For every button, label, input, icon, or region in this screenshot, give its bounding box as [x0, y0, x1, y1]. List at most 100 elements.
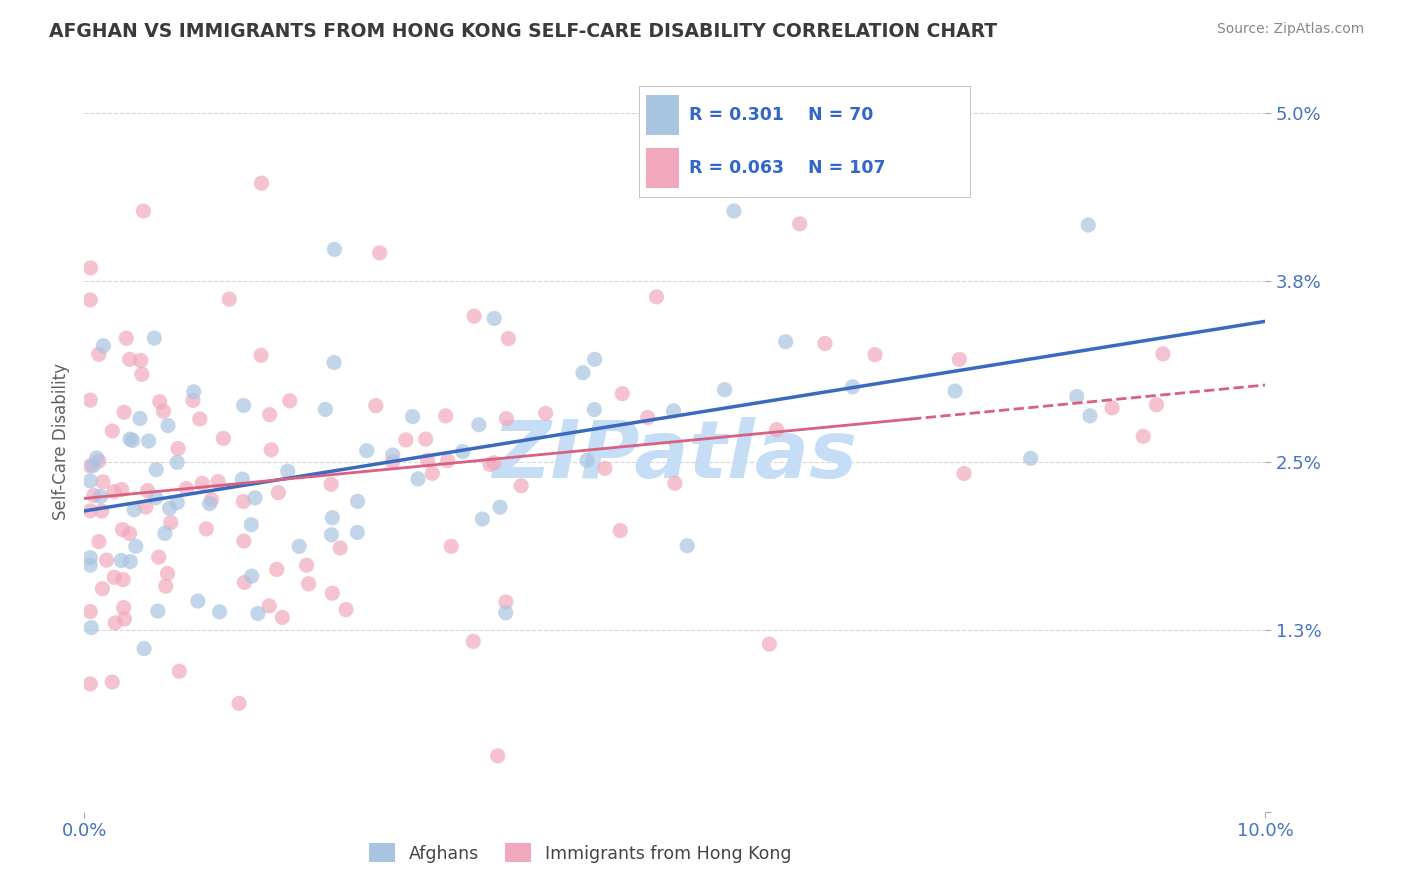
Point — [138, 434, 160, 448]
Point — [166, 455, 188, 469]
Point — [191, 476, 214, 491]
Point — [79, 474, 101, 488]
Point — [135, 500, 157, 514]
Point — [495, 606, 517, 620]
Point — [297, 576, 319, 591]
Point — [86, 450, 108, 465]
Point — [110, 553, 132, 567]
Point — [187, 594, 209, 608]
Text: Source: ZipAtlas.com: Source: ZipAtlas.com — [1216, 22, 1364, 37]
Point — [232, 494, 254, 508]
Point — [118, 526, 141, 541]
Point — [145, 463, 167, 477]
Point — [153, 526, 176, 541]
Point — [232, 534, 254, 549]
Point — [1019, 451, 1042, 466]
Point — [114, 612, 136, 626]
Y-axis label: Self-Care Disability: Self-Care Disability — [52, 363, 70, 520]
Point — [1146, 398, 1168, 412]
Point — [1078, 409, 1101, 423]
Point — [463, 634, 485, 648]
Point — [436, 453, 458, 467]
Point — [406, 472, 429, 486]
Point — [612, 386, 634, 401]
Point — [87, 534, 110, 549]
Point — [498, 332, 520, 346]
Point — [79, 550, 101, 565]
Point — [321, 586, 343, 600]
Point — [583, 352, 606, 367]
Point — [112, 405, 135, 419]
Point — [218, 292, 240, 306]
Point — [91, 582, 114, 596]
Point — [495, 411, 517, 425]
Point — [169, 665, 191, 679]
Point — [381, 455, 404, 469]
Point — [208, 605, 231, 619]
Point — [260, 442, 283, 457]
Point — [645, 290, 668, 304]
Point — [155, 579, 177, 593]
Point — [277, 464, 299, 478]
Point — [637, 410, 659, 425]
Point — [323, 243, 346, 257]
Point — [129, 353, 152, 368]
Point — [120, 555, 142, 569]
Point — [79, 458, 101, 473]
Point — [111, 483, 134, 497]
Point — [278, 393, 301, 408]
Point — [953, 467, 976, 481]
Point — [103, 570, 125, 584]
Point — [321, 528, 343, 542]
Point — [246, 607, 269, 621]
Point — [112, 573, 135, 587]
Point — [314, 402, 336, 417]
Point — [250, 348, 273, 362]
Point — [713, 383, 735, 397]
Point — [368, 246, 391, 260]
Point — [420, 467, 443, 481]
Point — [468, 417, 491, 432]
Point — [478, 458, 501, 472]
Point — [143, 331, 166, 345]
Point — [863, 348, 886, 362]
Point — [132, 641, 155, 656]
Point — [129, 411, 152, 425]
Point — [232, 399, 254, 413]
Point — [943, 384, 966, 398]
Point — [758, 637, 780, 651]
Point — [79, 293, 101, 307]
Point — [125, 539, 148, 553]
Point — [789, 217, 811, 231]
Point — [89, 490, 111, 504]
Point — [115, 331, 138, 345]
Point — [82, 458, 104, 473]
Point — [463, 309, 485, 323]
Point — [482, 311, 505, 326]
Point — [609, 524, 631, 538]
Point — [156, 566, 179, 581]
Point — [356, 443, 378, 458]
Point — [1066, 390, 1088, 404]
Point — [195, 522, 218, 536]
Point — [212, 431, 235, 445]
Point — [364, 399, 387, 413]
Point — [118, 432, 141, 446]
Point — [495, 595, 517, 609]
Point — [288, 540, 311, 554]
Point — [148, 550, 170, 565]
Point — [259, 408, 281, 422]
Point — [145, 491, 167, 505]
Point — [662, 404, 685, 418]
Point — [814, 336, 837, 351]
Point — [112, 600, 135, 615]
Point — [434, 409, 457, 423]
Point — [1152, 347, 1174, 361]
Point — [329, 541, 352, 555]
Point — [381, 448, 404, 462]
Point — [91, 475, 114, 489]
Point — [948, 352, 970, 367]
Point — [841, 380, 863, 394]
Point — [266, 562, 288, 576]
Point — [159, 516, 181, 530]
